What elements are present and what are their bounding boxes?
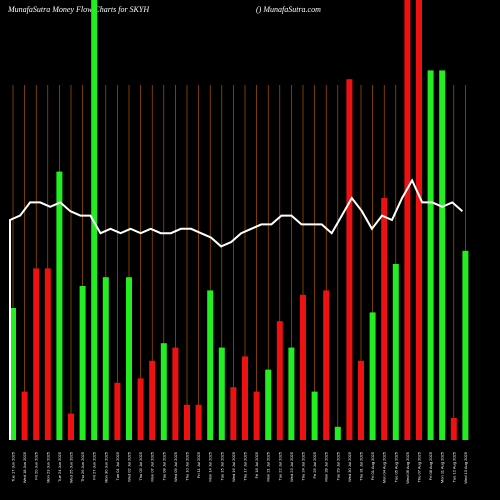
money-flow-bar [392,264,399,440]
x-tick-label: Thu 24 Jul 2025 [301,451,306,480]
money-flow-bar [56,171,63,440]
x-tick-label: Mon 30 Jun 2025 [103,451,108,483]
money-flow-bar [346,79,353,440]
x-tick-label: Wed 09 Jul 2025 [173,451,178,482]
chart-site-label: () MunafaSutra.com [256,5,321,14]
x-tick-label: Tue 29 Jul 2025 [335,451,340,480]
x-tick-label: Mon 11 Aug 2025 [440,451,445,483]
money-flow-bar [404,0,411,440]
x-tick-label: Fri 20 Jun 2025 [34,451,39,480]
money-flow-bar [276,321,283,440]
x-tick-label: Wed 25 Jun 2025 [69,451,74,483]
money-flow-bar [160,343,167,440]
x-tick-label: Tue 12 Aug 2025 [451,451,456,482]
x-tick-label: Tue 22 Jul 2025 [277,451,282,480]
x-tick-label: Thu 07 Aug 2025 [417,451,422,482]
x-tick-label: Wed 30 Jul 2025 [347,451,352,482]
money-flow-bar [126,277,132,440]
bars [10,0,469,441]
x-tick-label: Tue 17 Jun 2025 [11,451,16,482]
x-tick-label: Wed 06 Aug 2025 [405,451,410,484]
money-flow-bar [149,360,156,440]
x-tick-label: Wed 13 Aug 2025 [463,451,468,484]
x-tick-label: Tue 05 Aug 2025 [393,451,398,482]
money-flow-bar [230,387,237,440]
money-flow-bar [439,70,446,441]
x-tick-label: Mon 14 Jul 2025 [208,451,213,481]
x-tick-label: Fri 25 Jul 2025 [312,451,317,478]
price-line-group [9,178,464,440]
money-flow-bar [427,70,434,441]
money-flow-bar [172,347,179,440]
money-flow-bar [416,0,422,440]
x-tick-label: Tue 08 Jul 2025 [161,451,166,480]
money-flow-bar [68,413,74,440]
money-flow-bar [253,391,260,440]
x-tick-label: Fri 27 Jun 2025 [92,451,97,480]
money-flow-bar [184,404,190,440]
money-flow-bar [288,347,295,440]
chart-title: MunafaSutra Money Flow Charts for SKYH [8,5,150,14]
money-flow-bar [21,391,28,440]
money-flow-bar [462,250,469,440]
money-flow-bar [91,0,98,440]
x-tick-label: Mon 23 Jun 2025 [45,451,50,483]
x-tick-label: Mon 21 Jul 2025 [266,451,271,481]
x-tick-label: Wed 23 Jul 2025 [289,451,294,482]
x-tick-label: Tue 15 Jul 2025 [219,451,224,480]
money-flow-bar [311,391,318,440]
x-tick-label: Thu 31 Jul 2025 [359,451,364,480]
money-flow-bar [300,294,306,440]
x-tick-label: Mon 07 Jul 2025 [150,451,155,481]
money-flow-bar [218,347,225,440]
x-tick-label: Fri 08 Aug 2025 [428,451,433,480]
money-flow-bar [44,268,51,440]
money-flow-bar [334,426,341,440]
x-tick-label: Mon 04 Aug 2025 [382,451,387,483]
x-tick-label: Tue 01 Jul 2025 [115,451,120,480]
money-flow-bar [381,198,388,440]
money-flow-bar [207,290,214,440]
x-tick-label: Thu 10 Jul 2025 [185,451,190,480]
price-line [9,178,464,440]
x-tick-label: Fri 01 Aug 2025 [370,451,375,480]
money-flow-bar [242,356,248,440]
x-tick-label: Wed 02 Jul 2025 [127,451,132,482]
money-flow-bar [10,308,16,440]
money-flow-bar [323,290,330,440]
x-tick-label: Fri 18 Jul 2025 [254,451,259,478]
x-tick-label: Wed 16 Jul 2025 [231,451,236,482]
x-tick-label: Thu 26 Jun 2025 [80,451,85,482]
x-tick-label: Mon 28 Jul 2025 [324,451,329,481]
x-tick-label: Tue 24 Jun 2025 [57,451,62,482]
money-flow-bar [265,369,272,440]
money-flow-bar [33,268,40,440]
money-flow-bar [195,404,202,440]
money-flow-bar [137,378,144,440]
money-flow-bar [114,382,121,440]
money-flow-bar [102,277,109,440]
money-flow-bar [450,418,457,440]
x-tick-label: Wed 18 Jun 2025 [22,451,27,483]
x-tick-label: Thu 03 Jul 2025 [138,451,143,480]
money-flow-bar [358,360,364,440]
x-axis-labels: Tue 17 Jun 2025 Wed 18 Jun 2025 Fri 20 Jun… [11,451,468,484]
x-tick-label: Fri 11 Jul 2025 [196,451,201,478]
x-tick-label: Thu 17 Jul 2025 [243,451,248,480]
money-flow-bar [369,312,376,440]
money-flow-bar [79,286,86,440]
